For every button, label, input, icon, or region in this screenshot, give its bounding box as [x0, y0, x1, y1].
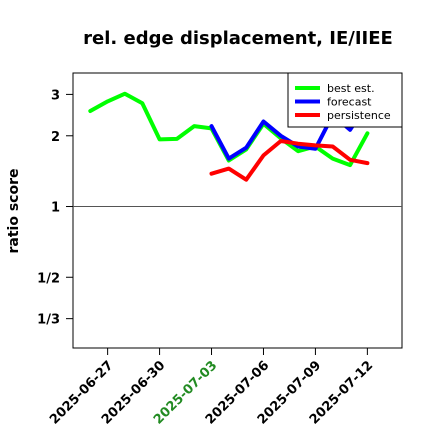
y-tick-label: 1/2: [37, 271, 60, 286]
y-tick-label: 1: [51, 201, 60, 216]
legend-label: forecast: [327, 96, 372, 109]
legend-label: best est.: [327, 82, 375, 95]
y-axis-label: ratio score: [6, 169, 22, 254]
legend-label: persistence: [327, 109, 391, 122]
x-axis-ticks: 2025-06-272025-06-302025-07-032025-07-06…: [47, 348, 376, 428]
plot-frame: [72, 72, 403, 349]
chart-title: rel. edge displacement, IE/IIEE: [83, 28, 393, 49]
y-tick-label: 3: [51, 88, 60, 103]
y-tick-label: 2: [51, 130, 60, 145]
series-line-persistence: [209, 139, 370, 182]
y-axis-ticks: 3 2 1 1/2 1/3: [37, 88, 73, 328]
y-tick-label: 1/3: [37, 313, 60, 328]
